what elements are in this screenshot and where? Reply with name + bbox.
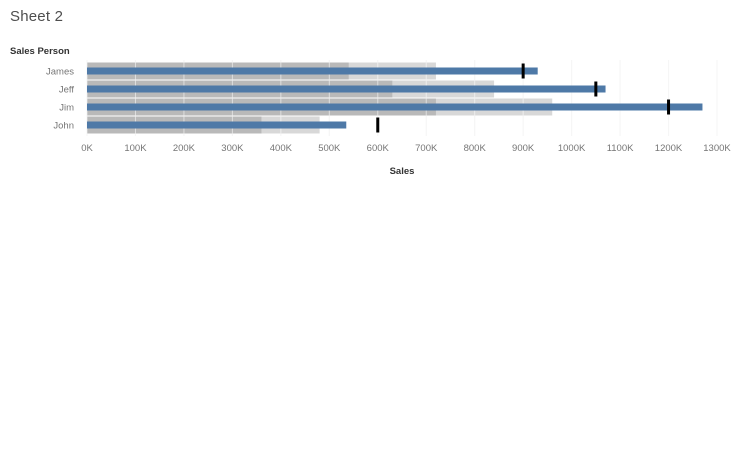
sales-bar[interactable] <box>87 85 606 93</box>
row-label[interactable]: James <box>46 67 74 78</box>
axis-tick-label: 600K <box>367 143 390 154</box>
target-line[interactable] <box>376 117 380 133</box>
bullet-chart: James Jeff Jim John 0K 100K 200K 300K 400K 500K 60… <box>46 60 731 154</box>
row-label[interactable]: Jim <box>59 103 74 114</box>
axis-tick-label: 500K <box>318 143 341 154</box>
axis-tick-label: 800K <box>464 143 487 154</box>
axis-tick-label: 700K <box>415 143 438 154</box>
sales-bar[interactable] <box>87 103 703 111</box>
row-label[interactable]: John <box>53 121 74 132</box>
x-axis-title: Sales <box>389 166 415 177</box>
target-line[interactable] <box>667 99 671 115</box>
axis-tick-label: 300K <box>221 143 244 154</box>
target-line[interactable] <box>594 81 598 97</box>
row-header-label: Sales Person <box>10 46 70 57</box>
target-line[interactable] <box>521 63 525 79</box>
row-label[interactable]: Jeff <box>59 85 75 96</box>
axis-tick-label: 1000K <box>558 143 586 154</box>
axis-tick-label: 400K <box>270 143 293 154</box>
sales-bar[interactable] <box>87 121 347 129</box>
axis-tick-label: 1200K <box>655 143 683 154</box>
axis-tick-label: 200K <box>173 143 196 154</box>
axis-tick-label: 0K <box>81 143 93 154</box>
sheet-title: Sheet 2 <box>10 8 64 25</box>
axis-tick-label: 900K <box>512 143 535 154</box>
axis-tick-label: 100K <box>124 143 147 154</box>
axis-tick-label: 1100K <box>607 143 634 154</box>
axis-tick-label: 1300K <box>703 143 731 154</box>
sales-bar[interactable] <box>87 67 538 75</box>
